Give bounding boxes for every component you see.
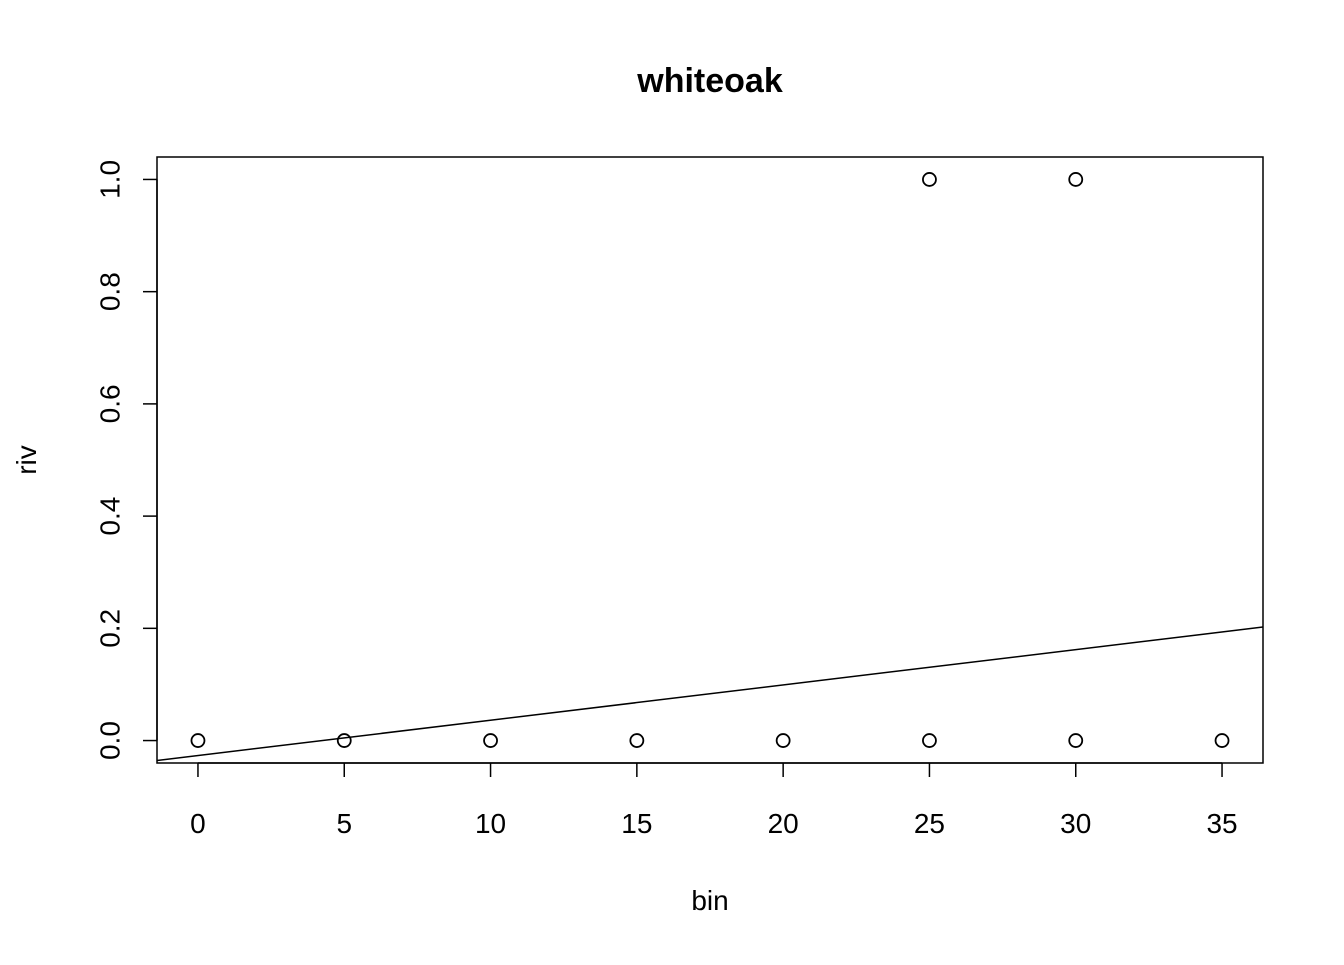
y-tick-label: 1.0 — [95, 160, 126, 199]
y-axis: 0.0 0.2 0.4 0.6 0.8 1.0 — [95, 160, 158, 760]
data-point — [1068, 172, 1084, 187]
data-points — [190, 172, 1230, 748]
x-tick-label: 10 — [475, 808, 506, 839]
data-point — [922, 733, 937, 748]
x-axis-label: bin — [691, 885, 728, 916]
y-tick-label: 0.4 — [95, 497, 126, 536]
chart-title: whiteoak — [636, 62, 783, 100]
y-tick-label: 0.2 — [95, 609, 126, 648]
y-tick-label: 0.6 — [95, 384, 126, 423]
x-tick-label: 35 — [1206, 808, 1237, 839]
y-tick-label: 0.8 — [95, 272, 126, 311]
x-tick-label: 25 — [914, 808, 945, 839]
data-point — [1068, 733, 1084, 748]
data-point — [775, 733, 791, 748]
x-tick-label: 15 — [621, 808, 652, 839]
data-point — [629, 733, 645, 748]
data-point — [190, 733, 206, 748]
data-point — [1214, 733, 1230, 748]
regression-line — [157, 626, 1263, 762]
plot-frame — [156, 156, 1264, 764]
data-point — [483, 733, 498, 748]
x-tick-label: 30 — [1060, 808, 1091, 839]
y-tick-label: 0.0 — [95, 721, 126, 760]
data-point — [922, 172, 937, 187]
x-axis: 0 5 10 15 20 25 30 35 — [190, 762, 1238, 839]
x-tick-label: 0 — [190, 808, 206, 839]
x-tick-label: 5 — [336, 808, 352, 839]
fit-line-group — [157, 626, 1263, 762]
y-axis-label: riv — [11, 445, 42, 475]
data-point — [336, 733, 352, 748]
x-tick-label: 20 — [768, 808, 799, 839]
